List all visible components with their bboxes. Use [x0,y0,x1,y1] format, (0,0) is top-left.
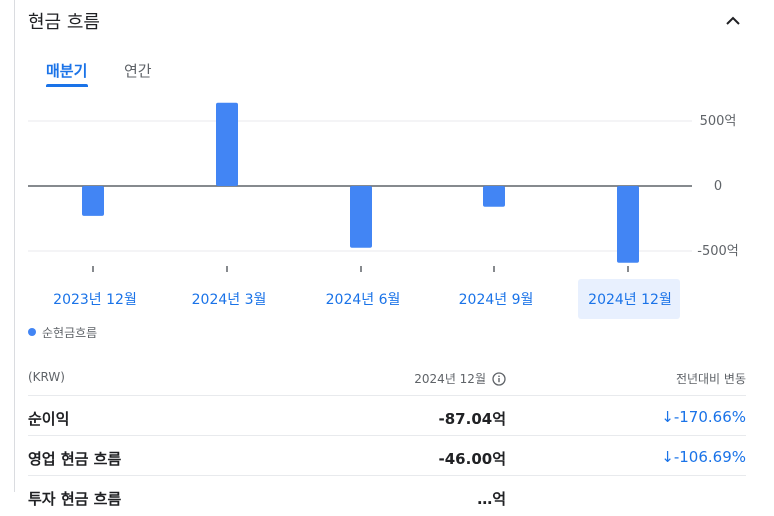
header-period: 2024년 12월 [414,370,506,387]
table-header: (KRW) 2024년 12월 전년대비 변동 [28,358,746,396]
row-value: -46.00억 [438,450,506,468]
active-tab-indicator [46,84,88,87]
section-title: 현금 흐름 [28,12,100,33]
arrow-down-icon: ↓ [661,448,674,466]
x-tick-label: 2024년 3월 [192,292,267,308]
x-tick-label: 2024년 6월 [326,292,401,308]
x-tick-label: 2023년 12월 [53,292,137,308]
tab-quarterly[interactable]: 매분기 [46,62,88,80]
table-row: 영업 현금 흐름 -46.00억 ↓-106.69% [28,436,746,476]
selected-category-highlight [578,279,680,319]
header-currency: (KRW) [28,370,65,384]
row-change: ↓-170.66% [661,408,746,426]
bar [617,186,639,263]
table-row: 투자 현금 흐름 …억 [28,476,746,516]
header-period-label: 2024년 12월 [414,372,486,386]
y-tick-label: 0 [714,179,722,194]
row-label: 투자 현금 흐름 [28,490,122,508]
chevron-up-icon[interactable] [722,10,744,32]
x-tick-label: 2024년 9월 [459,292,534,308]
row-label: 순이익 [28,410,70,428]
legend: 순현금흐름 [28,324,97,341]
row-change: ↓-106.69% [661,448,746,466]
cash-flow-card [14,0,774,492]
arrow-down-icon: ↓ [661,408,674,426]
bar [82,186,104,216]
row-value: …억 [477,490,506,508]
bar [350,186,372,248]
x-tick-label: 2024년 12월 [588,292,672,308]
legend-dot [28,328,36,336]
row-change-value: -170.66% [673,408,746,426]
row-value: -87.04억 [438,410,506,428]
tab-annual[interactable]: 연간 [124,62,152,80]
row-label: 영업 현금 흐름 [28,450,122,468]
table-row: 순이익 -87.04억 ↓-170.66% [28,396,746,436]
legend-label: 순현금흐름 [42,326,98,340]
bar [483,186,505,207]
y-tick-label: -500억 [697,244,738,259]
row-change-value: -106.69% [673,448,746,466]
bar [216,102,238,186]
y-tick-label: 500억 [700,114,737,129]
cash-flow-chart: 500억 0 -500억 2023년 12월 2024년 3월 2024년 6월 2024년… [28,102,739,319]
header-yoy: 전년대비 변동 [675,372,746,386]
info-icon[interactable] [492,372,506,386]
